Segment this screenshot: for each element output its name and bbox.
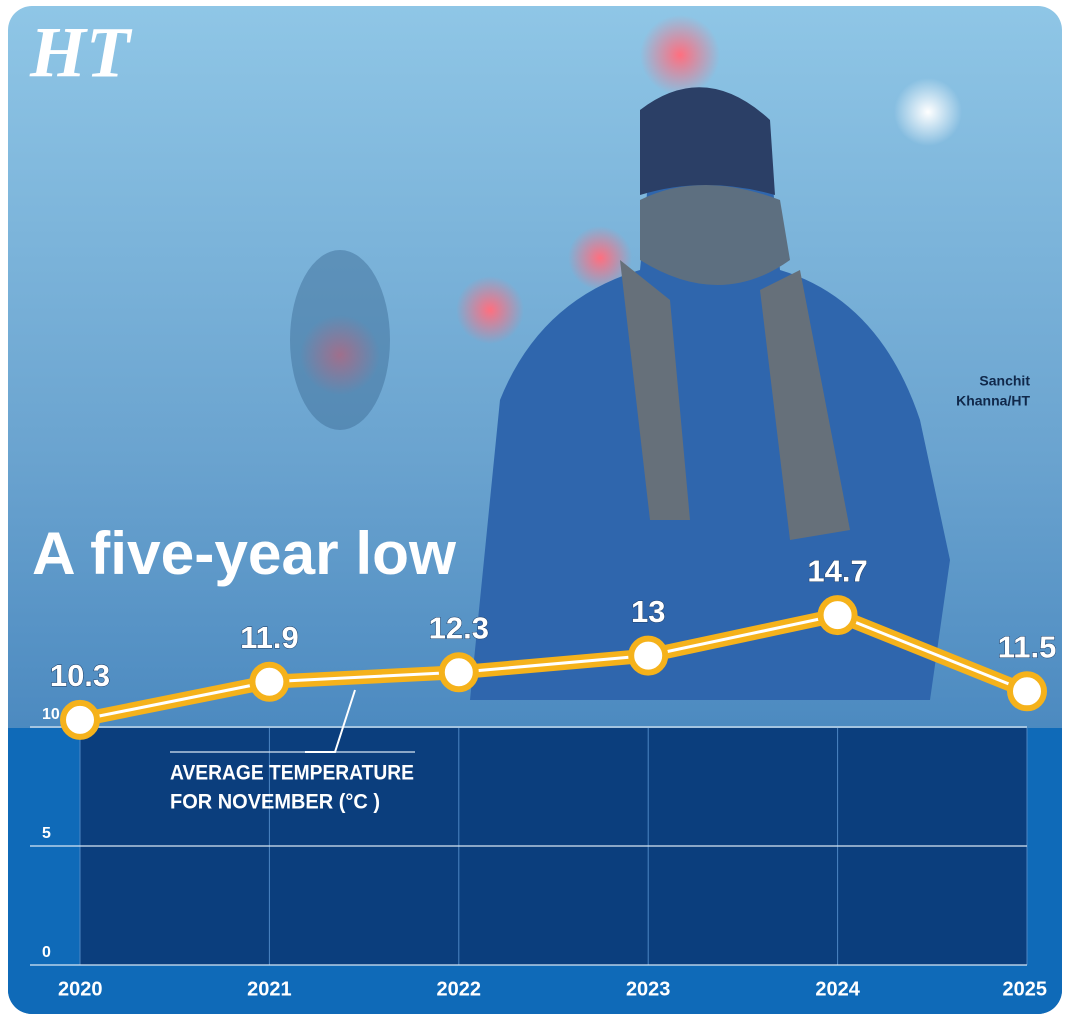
value-label: 14.7: [807, 553, 867, 588]
point: [628, 635, 669, 676]
y-tick-label: 5: [42, 825, 51, 842]
photo-credit: Khanna/HT: [956, 393, 1030, 409]
value-label: 12.3: [429, 610, 489, 645]
value-label: 10.3: [50, 658, 110, 693]
chart-title: A five-year low: [32, 520, 456, 587]
point: [817, 595, 858, 636]
y-tick-label: 0: [42, 944, 51, 961]
point: [438, 652, 479, 693]
annotation: FOR NOVEMBER (°C ): [170, 791, 380, 814]
logo: HT: [29, 13, 133, 93]
x-tick-label: 2021: [247, 978, 292, 1000]
x-tick-label: 2025: [1003, 978, 1048, 1000]
point: [60, 699, 100, 740]
plot: 2020 2021 2022 2023 2024 2025 0 5 10 AVERAGE TEMP…: [30, 553, 1057, 1000]
photo-background: [8, 6, 1062, 1014]
point: [249, 661, 290, 702]
annotation: AVERAGE TEMPERATURE: [170, 762, 414, 785]
annotation-leader: [305, 689, 356, 753]
x-tick-label: 2023: [626, 978, 671, 1000]
y-tick-label: 10: [42, 706, 60, 723]
value-label: 11.5: [998, 629, 1057, 664]
x-tick-label: 2024: [815, 978, 860, 1000]
point: [1007, 671, 1047, 712]
x-tick-label: 2022: [437, 978, 482, 1000]
photo-credit: Sanchit: [979, 373, 1030, 389]
x-tick-label: 2020: [58, 978, 103, 1000]
value-label: 11.9: [240, 620, 299, 655]
value-label: 13: [631, 594, 665, 629]
series-line-highlight: [79, 613, 1028, 722]
